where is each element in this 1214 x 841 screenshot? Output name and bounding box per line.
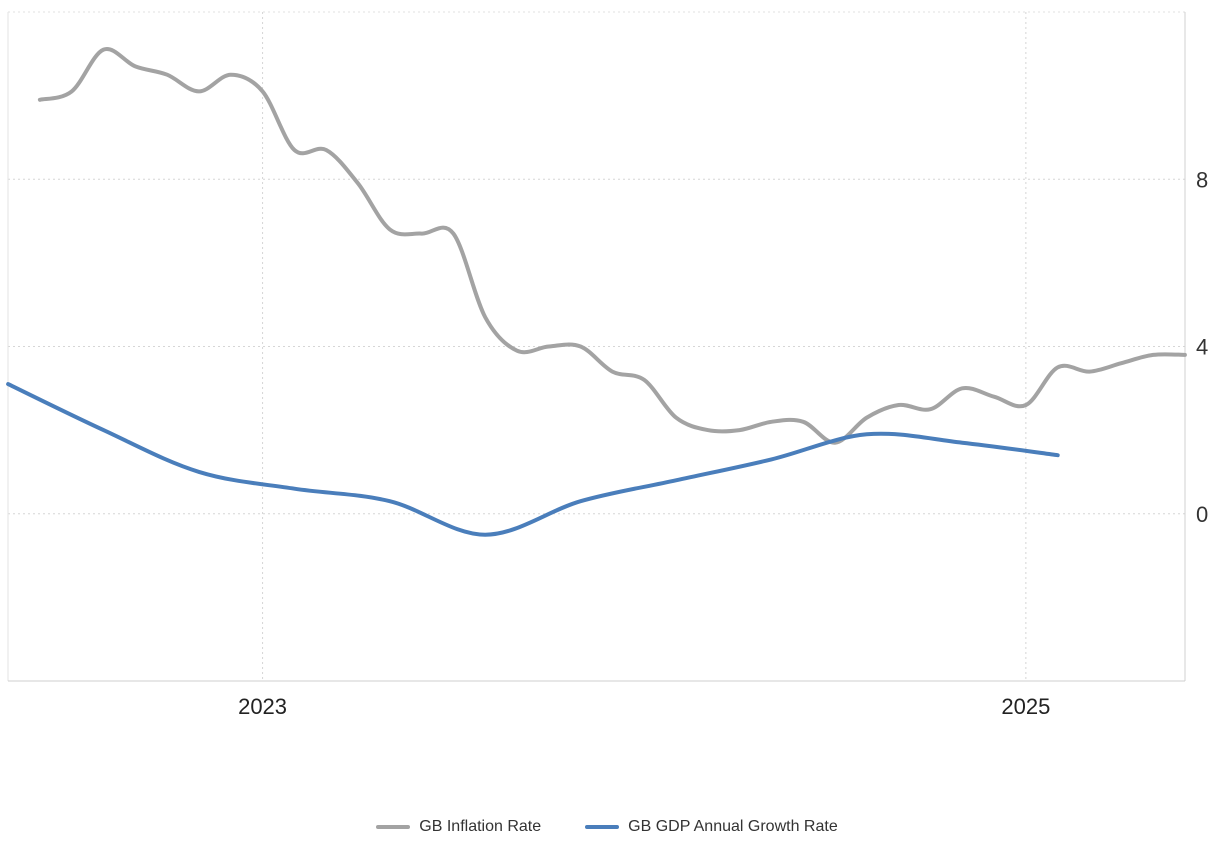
y-tick-label-4: 4: [1196, 335, 1208, 360]
legend: GB Inflation Rate GB GDP Annual Growth R…: [0, 818, 1214, 836]
legend-swatch-inflation: [376, 825, 411, 829]
axes: [7, 12, 1186, 682]
legend-item-inflation[interactable]: GB Inflation Rate: [376, 818, 541, 836]
legend-label-inflation: GB Inflation Rate: [419, 818, 542, 835]
gridlines: [8, 11, 1185, 681]
series-line-gdp[interactable]: [6, 382, 1060, 537]
line-chart-svg: 0 4 8 2023 2025: [6, 11, 1208, 719]
legend-label-gdp: GB GDP Annual Growth Rate: [628, 818, 838, 835]
x-tick-label-2023: 2023: [238, 694, 287, 719]
y-tick-label-8: 8: [1196, 167, 1208, 192]
legend-swatch-gdp: [585, 825, 620, 829]
series-line-inflation[interactable]: [37, 46, 1187, 445]
series-lines: [6, 46, 1187, 537]
x-tick-label-2025: 2025: [1001, 694, 1050, 719]
legend-item-gdp[interactable]: GB GDP Annual Growth Rate: [585, 818, 838, 836]
tick-labels: 0 4 8 2023 2025: [238, 167, 1208, 719]
y-tick-label-0: 0: [1196, 502, 1208, 527]
